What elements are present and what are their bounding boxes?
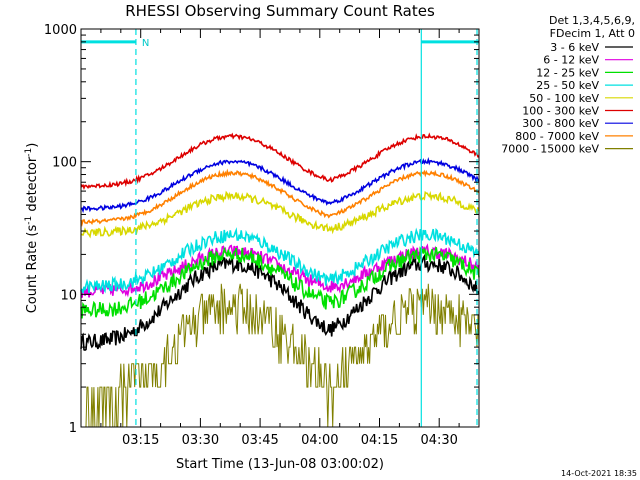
y-tick-label-3: 100 [52,156,77,171]
legend-header-2: FDecim 1, Att 0 [550,27,635,40]
legend-label-2: 6 - 12 keV [543,54,599,67]
legend-label-6: 100 - 300 keV [522,105,599,118]
y-tick-label-4: 1000 [44,23,77,38]
axes: 03:15 03:30 03:45 04:00 04:15 04:30 1 10 100 1000 [44,23,480,448]
y-tick-label-1: 1 [69,421,77,436]
chart-title: RHESSI Observing Summary Count Rates [125,2,435,20]
series-line-8 [80,168,480,227]
legend-label-9: 7000 - 15000 keV [501,143,599,156]
legend-label-5: 50 - 100 keV [529,92,599,105]
y-tick-label-2: 10 [60,288,77,303]
plot-lines [80,132,480,428]
y-axis-label: Count Rate (s-1 detector-1) [24,143,40,314]
series-line-3 [80,246,480,319]
x-tick-label-2: 03:30 [182,433,219,448]
series-line-6 [80,132,480,191]
x-tick-label-6: 04:30 [420,433,457,448]
timestamp: 14-Oct-2021 18:35 [561,469,637,478]
x-axis-label: Start Time (13-Jun-08 03:00:02) [176,457,384,472]
series-line-4 [80,227,480,294]
legend-label-1: 3 - 6 keV [550,41,599,54]
series-line-9 [81,283,480,428]
x-tick-label-4: 04:00 [301,433,338,448]
legend-header-1: Det 1,3,4,5,6,9, [549,14,635,27]
x-tick-label-5: 04:15 [361,433,398,448]
legend: Det 1,3,4,5,6,9,FDecim 1, Att 03 - 6 keV… [501,14,635,156]
x-tick-label-1: 03:15 [122,433,159,448]
series-line-1 [80,253,480,351]
x-tick-label-3: 03:45 [241,433,278,448]
legend-label-7: 300 - 800 keV [522,117,599,130]
series-line-5 [80,190,480,239]
markers: N [81,29,479,427]
series-line-7 [80,156,480,214]
legend-label-4: 25 - 50 keV [536,79,599,92]
top-bar-label: N [142,38,149,49]
legend-label-8: 800 - 7000 keV [515,130,599,143]
legend-label-3: 12 - 25 keV [536,66,599,79]
